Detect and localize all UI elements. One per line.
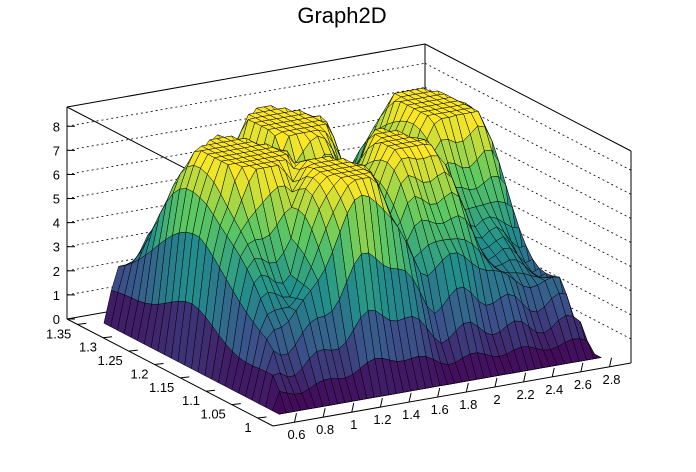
x-tick xyxy=(465,382,469,393)
z-tick-label: 4 xyxy=(53,216,60,231)
z-axis: 0 1 2 3 4 5 6 7 8 xyxy=(53,107,75,327)
y-tick-label: 1.25 xyxy=(97,353,122,368)
box-edge xyxy=(272,362,632,427)
x-tick xyxy=(551,367,555,377)
plot-box-front xyxy=(66,318,632,427)
y-axis: 1 1.051.1 1.151.2 1.251.3 1.35 xyxy=(46,322,267,435)
x-tick xyxy=(494,377,498,388)
x-tick-label: 2.2 xyxy=(517,387,535,402)
x-tick-label: 0.8 xyxy=(316,422,334,437)
x-tick-label: 1.6 xyxy=(431,402,449,417)
x-tick-label: 1.4 xyxy=(402,407,420,422)
z-tick-label: 0 xyxy=(53,312,60,327)
z-tick-label: 6 xyxy=(53,167,60,182)
y-tick xyxy=(205,389,216,392)
x-axis: 0.6 0.8 1 1.2 1.4 1.6 1.8 2 2.2 2.4 2.6 2.8 xyxy=(287,357,621,442)
z-gridline xyxy=(66,86,426,151)
z-tick-label: 7 xyxy=(53,143,60,158)
x-tick-label: 2.6 xyxy=(574,377,592,392)
x-tick xyxy=(322,408,326,418)
y-tick xyxy=(231,403,241,406)
box-edge xyxy=(66,318,274,427)
x-tick xyxy=(351,403,355,413)
y-tick xyxy=(128,349,138,352)
y-tick-label: 1.35 xyxy=(46,326,71,341)
z-tick-label: 2 xyxy=(53,264,60,279)
chart-title: Graph2D xyxy=(297,3,386,28)
x-tick xyxy=(523,372,527,383)
y-tick-label: 1.2 xyxy=(130,366,148,381)
x-tick xyxy=(437,387,441,398)
box-edge xyxy=(66,43,426,108)
z-gridline xyxy=(66,62,426,127)
box-edge xyxy=(424,43,632,152)
x-tick xyxy=(293,413,297,423)
z-gridline xyxy=(424,62,632,171)
x-tick-label: 2 xyxy=(493,392,500,407)
x-tick xyxy=(609,357,613,367)
x-tick xyxy=(580,362,584,372)
z-gridline xyxy=(424,159,632,267)
y-tick-label: 1.3 xyxy=(79,340,97,355)
surface-skirt xyxy=(593,357,602,360)
x-tick-label: 2.8 xyxy=(602,372,620,387)
z-tick-label: 5 xyxy=(53,192,60,207)
x-tick-label: 1.2 xyxy=(373,412,391,427)
y-tick xyxy=(77,322,87,325)
y-tick xyxy=(257,416,267,419)
y-tick xyxy=(180,376,190,379)
x-tick-label: 2.4 xyxy=(545,382,563,397)
y-tick xyxy=(154,362,164,365)
z-gridline xyxy=(424,135,632,243)
y-tick-label: 1.1 xyxy=(182,393,200,408)
z-gridline xyxy=(424,111,632,219)
x-tick xyxy=(408,392,412,403)
y-tick xyxy=(102,336,113,339)
z-gridline xyxy=(424,87,632,195)
x-tick-label: 1 xyxy=(350,417,357,432)
y-tick-label: 1 xyxy=(244,420,251,435)
z-tick-label: 1 xyxy=(53,288,60,303)
z-tick-label: 3 xyxy=(53,240,60,255)
z-gridline xyxy=(424,183,632,292)
x-tick xyxy=(379,397,383,408)
y-tick-label: 1.05 xyxy=(200,407,225,422)
y-tick-label: 1.15 xyxy=(149,380,174,395)
surface-plot xyxy=(103,87,602,415)
x-tick-label: 1.8 xyxy=(459,397,477,412)
x-tick-label: 0.6 xyxy=(287,427,305,442)
z-tick-label: 8 xyxy=(53,119,60,134)
